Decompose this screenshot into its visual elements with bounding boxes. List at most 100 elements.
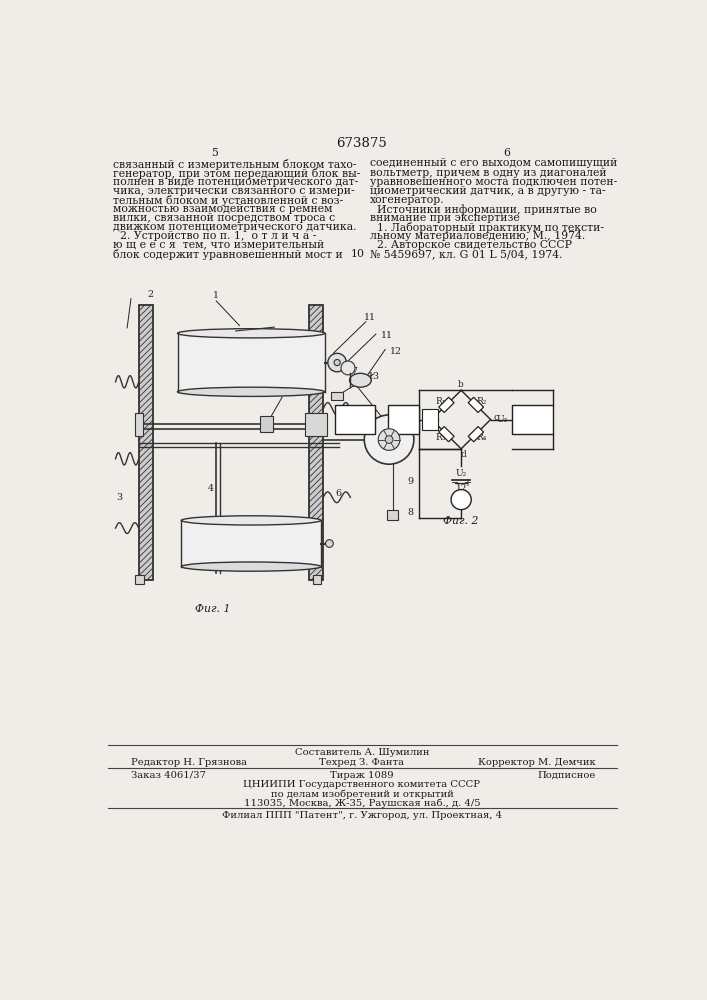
- Text: циометрический датчик, а в другую - та-: циометрический датчик, а в другую - та-: [370, 186, 605, 196]
- Text: генератор, при этом передающий блок вы-: генератор, при этом передающий блок вы-: [113, 168, 361, 179]
- Text: блок содержит уравновешенный мост и: блок содержит уравновешенный мост и: [113, 249, 343, 260]
- Text: внимание при экспертизе: внимание при экспертизе: [370, 213, 520, 223]
- Bar: [422, 409, 438, 430]
- Text: Техред З. Фанта: Техред З. Фанта: [320, 758, 404, 767]
- Text: льному материаловедению, М., 1974.: льному материаловедению, М., 1974.: [370, 231, 585, 241]
- Circle shape: [325, 540, 333, 547]
- Text: 2: 2: [147, 290, 153, 299]
- Text: ЦНИИПИ Государственного комитета СССР: ЦНИИПИ Государственного комитета СССР: [243, 780, 481, 789]
- Text: 10: 10: [348, 415, 362, 425]
- Text: движком потенциометрического датчика.: движком потенциометрического датчика.: [113, 222, 356, 232]
- Bar: [182, 520, 321, 567]
- Text: 2. Устройство по п. 1,  о т л и ч а -: 2. Устройство по п. 1, о т л и ч а -: [113, 231, 317, 241]
- Text: Подписное: Подписное: [537, 771, 596, 780]
- Bar: [260, 416, 273, 432]
- Text: c: c: [493, 413, 498, 422]
- Text: a: a: [423, 413, 428, 422]
- Text: Источники информации, принятые во: Источники информации, принятые во: [370, 204, 597, 215]
- Text: можностью взаимодействия с ремнем: можностью взаимодействия с ремнем: [113, 204, 333, 214]
- Text: Тираж 1089: Тираж 1089: [330, 771, 394, 780]
- Text: 7: 7: [351, 367, 357, 376]
- Text: 6: 6: [336, 489, 341, 498]
- Polygon shape: [439, 427, 454, 442]
- Text: чика, электрически связанного с измери-: чика, электрически связанного с измери-: [113, 186, 355, 196]
- Text: +: +: [426, 411, 434, 421]
- Bar: [177, 333, 325, 392]
- Text: 12: 12: [455, 484, 467, 493]
- Text: тельным блоком и установленной с воз-: тельным блоком и установленной с воз-: [113, 195, 344, 206]
- Text: Корректор М. Демчик: Корректор М. Демчик: [478, 758, 596, 767]
- Circle shape: [364, 415, 414, 464]
- Text: 1. Лабораторный практикум по тексти-: 1. Лабораторный практикум по тексти-: [370, 222, 604, 233]
- Polygon shape: [439, 397, 454, 413]
- Text: 12: 12: [390, 347, 402, 356]
- Bar: [387, 405, 419, 434]
- Text: Фиг. 2: Фиг. 2: [443, 516, 479, 526]
- Text: Филиал ППП "Патент", г. Ужгород, ул. Проектная, 4: Филиал ППП "Патент", г. Ужгород, ул. Про…: [222, 811, 502, 820]
- Bar: [139, 305, 153, 580]
- Text: вилки, связанной посредством троса с: вилки, связанной посредством троса с: [113, 213, 335, 223]
- Text: уравновешенного моста подключен потен-: уравновешенного моста подключен потен-: [370, 177, 617, 187]
- Text: ю щ е е с я  тем, что измерительный: ю щ е е с я тем, что измерительный: [113, 240, 325, 250]
- Bar: [309, 305, 323, 580]
- Text: 4: 4: [208, 484, 214, 493]
- Text: 673875: 673875: [337, 137, 387, 150]
- Text: R₁: R₁: [435, 397, 445, 406]
- Ellipse shape: [177, 329, 325, 338]
- Bar: [387, 510, 397, 520]
- Circle shape: [378, 429, 400, 450]
- Text: полнен в виде потенциометрического дат-: полнен в виде потенциометрического дат-: [113, 177, 358, 187]
- Polygon shape: [468, 427, 484, 442]
- Ellipse shape: [182, 516, 321, 525]
- Bar: [305, 413, 327, 436]
- Circle shape: [334, 359, 340, 366]
- Bar: [331, 392, 344, 400]
- Bar: [513, 405, 553, 434]
- Text: R₂: R₂: [477, 397, 487, 406]
- Text: 6: 6: [503, 148, 510, 158]
- Text: Редактор Н. Грязнова: Редактор Н. Грязнова: [131, 758, 247, 767]
- Text: U₂: U₂: [455, 469, 467, 478]
- Circle shape: [328, 353, 346, 372]
- Text: 10: 10: [351, 249, 365, 259]
- Text: по делам изобретений и открытий: по делам изобретений и открытий: [271, 789, 453, 799]
- Circle shape: [451, 490, 472, 510]
- Text: 5: 5: [211, 148, 218, 158]
- Text: 11: 11: [363, 313, 375, 322]
- Text: 3: 3: [117, 493, 122, 502]
- Polygon shape: [468, 397, 484, 413]
- Bar: [135, 413, 143, 436]
- Text: 5: 5: [283, 389, 289, 398]
- Text: связанный с измерительным блоком тахо-: связанный с измерительным блоком тахо-: [113, 158, 356, 169]
- Text: 11: 11: [380, 331, 392, 340]
- Text: +: +: [463, 478, 472, 488]
- Text: 113035, Москва, Ж-35, Раушская наб., д. 4/5: 113035, Москва, Ж-35, Раушская наб., д. …: [244, 798, 480, 808]
- Text: 7: 7: [399, 415, 407, 425]
- Bar: [313, 575, 321, 584]
- Circle shape: [341, 361, 355, 375]
- Text: Заказ 4061/37: Заказ 4061/37: [131, 771, 206, 780]
- Text: 2. Авторское свидетельство СССР: 2. Авторское свидетельство СССР: [370, 240, 572, 250]
- Text: 1: 1: [214, 291, 219, 300]
- Text: −: −: [451, 478, 459, 488]
- Text: d: d: [460, 450, 467, 459]
- Text: U₃: U₃: [496, 415, 508, 424]
- Text: R₃: R₃: [435, 433, 445, 442]
- Text: хогенератор.: хогенератор.: [370, 195, 444, 205]
- Text: Составитель А. Шумилин: Составитель А. Шумилин: [295, 748, 429, 757]
- Text: U₁: U₁: [425, 412, 436, 420]
- Bar: [135, 575, 144, 584]
- Text: Фиг. 1: Фиг. 1: [194, 604, 230, 614]
- Text: 9: 9: [408, 477, 414, 486]
- Ellipse shape: [182, 562, 321, 571]
- Circle shape: [385, 436, 393, 443]
- Ellipse shape: [349, 373, 371, 387]
- Text: R₄: R₄: [477, 433, 487, 442]
- Text: 13: 13: [368, 372, 380, 381]
- Bar: [335, 405, 375, 434]
- Text: соединенный с его выходом самопишущий: соединенный с его выходом самопишущий: [370, 158, 617, 168]
- Text: 8: 8: [408, 508, 414, 517]
- Ellipse shape: [177, 387, 325, 396]
- Text: −: −: [426, 418, 435, 428]
- Text: b: b: [458, 380, 464, 389]
